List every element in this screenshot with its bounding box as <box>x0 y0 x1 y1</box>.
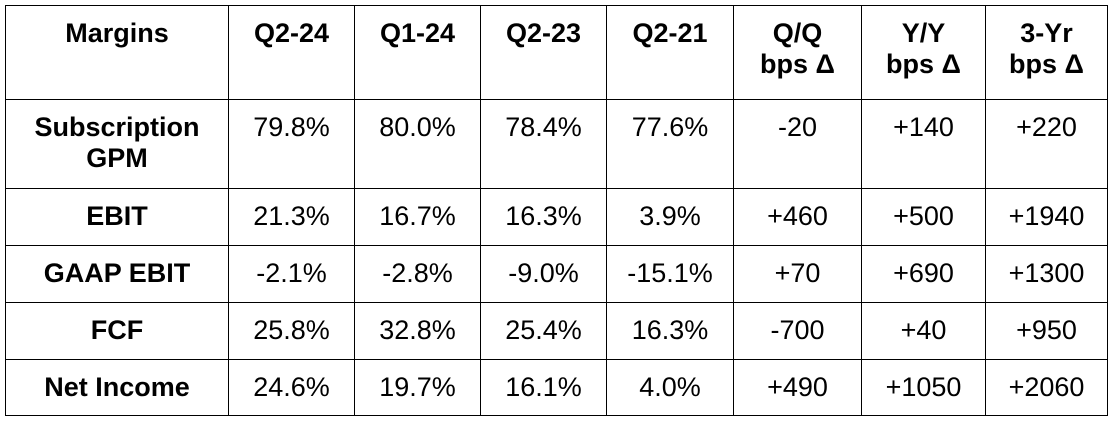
table-cell: +40 <box>861 302 986 360</box>
table-cell: -2.1% <box>228 245 355 303</box>
row-label: GAAP EBIT <box>5 245 229 303</box>
table-cell: +2060 <box>985 359 1108 416</box>
table-cell: 25.8% <box>228 302 355 360</box>
table-cell: +1300 <box>985 245 1108 303</box>
table-cell: 77.6% <box>606 99 734 189</box>
table-row: EBIT 21.3% 16.7% 16.3% 3.9% +460 +500 +1… <box>5 188 1108 246</box>
table-cell: 24.6% <box>228 359 355 416</box>
table-cell: 79.8% <box>228 99 355 189</box>
table-cell: 32.8% <box>354 302 481 360</box>
table-cell: 21.3% <box>228 188 355 246</box>
table-cell: +500 <box>861 188 986 246</box>
table-cell: 16.3% <box>606 302 734 360</box>
table-cell: +950 <box>985 302 1108 360</box>
table-cell: +1940 <box>985 188 1108 246</box>
table-cell: +140 <box>861 99 986 189</box>
header-row: Margins Q2-24 Q1-24 Q2-23 Q2-21 Q/Q bps Δ… <box>5 5 1108 100</box>
table-cell: +460 <box>733 188 862 246</box>
table-cell: 19.7% <box>354 359 481 416</box>
margins-table: Margins Q2-24 Q1-24 Q2-23 Q2-21 Q/Q bps Δ… <box>5 5 1108 416</box>
row-label: FCF <box>5 302 229 360</box>
table-cell: 78.4% <box>480 99 607 189</box>
table-cell: +70 <box>733 245 862 303</box>
header-q2-23: Q2-23 <box>480 5 607 100</box>
table-cell: +490 <box>733 359 862 416</box>
row-label: EBIT <box>5 188 229 246</box>
table-cell: -2.8% <box>354 245 481 303</box>
row-label: Subscription GPM <box>5 99 229 189</box>
table-cell: -20 <box>733 99 862 189</box>
table-cell: 16.7% <box>354 188 481 246</box>
table-cell: 4.0% <box>606 359 734 416</box>
table-cell: 16.1% <box>480 359 607 416</box>
table-row: FCF 25.8% 32.8% 25.4% 16.3% -700 +40 +95… <box>5 302 1108 360</box>
header-q2-21: Q2-21 <box>606 5 734 100</box>
table-cell: +220 <box>985 99 1108 189</box>
header-qq-bps: Q/Q bps Δ <box>733 5 862 100</box>
table-row: Net Income 24.6% 19.7% 16.1% 4.0% +490 +… <box>5 359 1108 416</box>
table-cell: -9.0% <box>480 245 607 303</box>
table-cell: +690 <box>861 245 986 303</box>
header-yy-bps: Y/Y bps Δ <box>861 5 986 100</box>
table-cell: +1050 <box>861 359 986 416</box>
table-cell: 80.0% <box>354 99 481 189</box>
header-q2-24: Q2-24 <box>228 5 355 100</box>
table-cell: 3.9% <box>606 188 734 246</box>
header-margins: Margins <box>5 5 229 100</box>
header-3yr-bps: 3-Yr bps Δ <box>985 5 1108 100</box>
table-cell: -700 <box>733 302 862 360</box>
table-cell: -15.1% <box>606 245 734 303</box>
table-row: GAAP EBIT -2.1% -2.8% -9.0% -15.1% +70 +… <box>5 245 1108 303</box>
row-label: Net Income <box>5 359 229 416</box>
margins-table-container: Margins Q2-24 Q1-24 Q2-23 Q2-21 Q/Q bps Δ… <box>5 5 1108 416</box>
header-q1-24: Q1-24 <box>354 5 481 100</box>
table-cell: 16.3% <box>480 188 607 246</box>
table-row: Subscription GPM 79.8% 80.0% 78.4% 77.6% … <box>5 99 1108 189</box>
table-cell: 25.4% <box>480 302 607 360</box>
